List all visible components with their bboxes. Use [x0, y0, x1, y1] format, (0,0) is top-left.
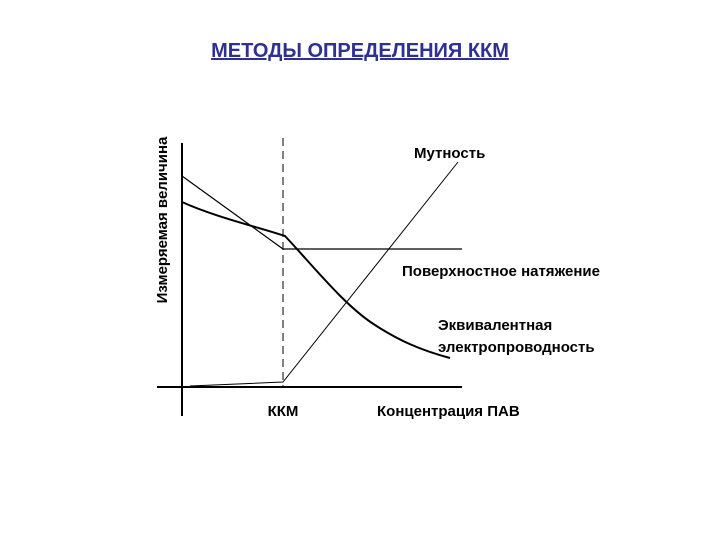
page-title: МЕТОДЫ ОПРЕДЕЛЕНИЯ ККМ — [211, 40, 509, 62]
conductivity-label-line1: Эквивалентная — [438, 317, 552, 334]
turbidity-curve — [189, 161, 459, 387]
conductivity-label-line2: электропроводность — [438, 339, 595, 356]
cmc-label: ККМ — [268, 403, 299, 420]
x-axis-label: Концентрация ПАВ — [377, 403, 520, 420]
surface-tension-curve — [181, 175, 462, 250]
conductivity-curve — [181, 201, 451, 359]
surface-tension-label: Поверхностное натяжение — [402, 263, 600, 280]
y-axis-label: Измеряемая величина — [154, 136, 171, 303]
turbidity-label: Мутность — [414, 145, 485, 162]
